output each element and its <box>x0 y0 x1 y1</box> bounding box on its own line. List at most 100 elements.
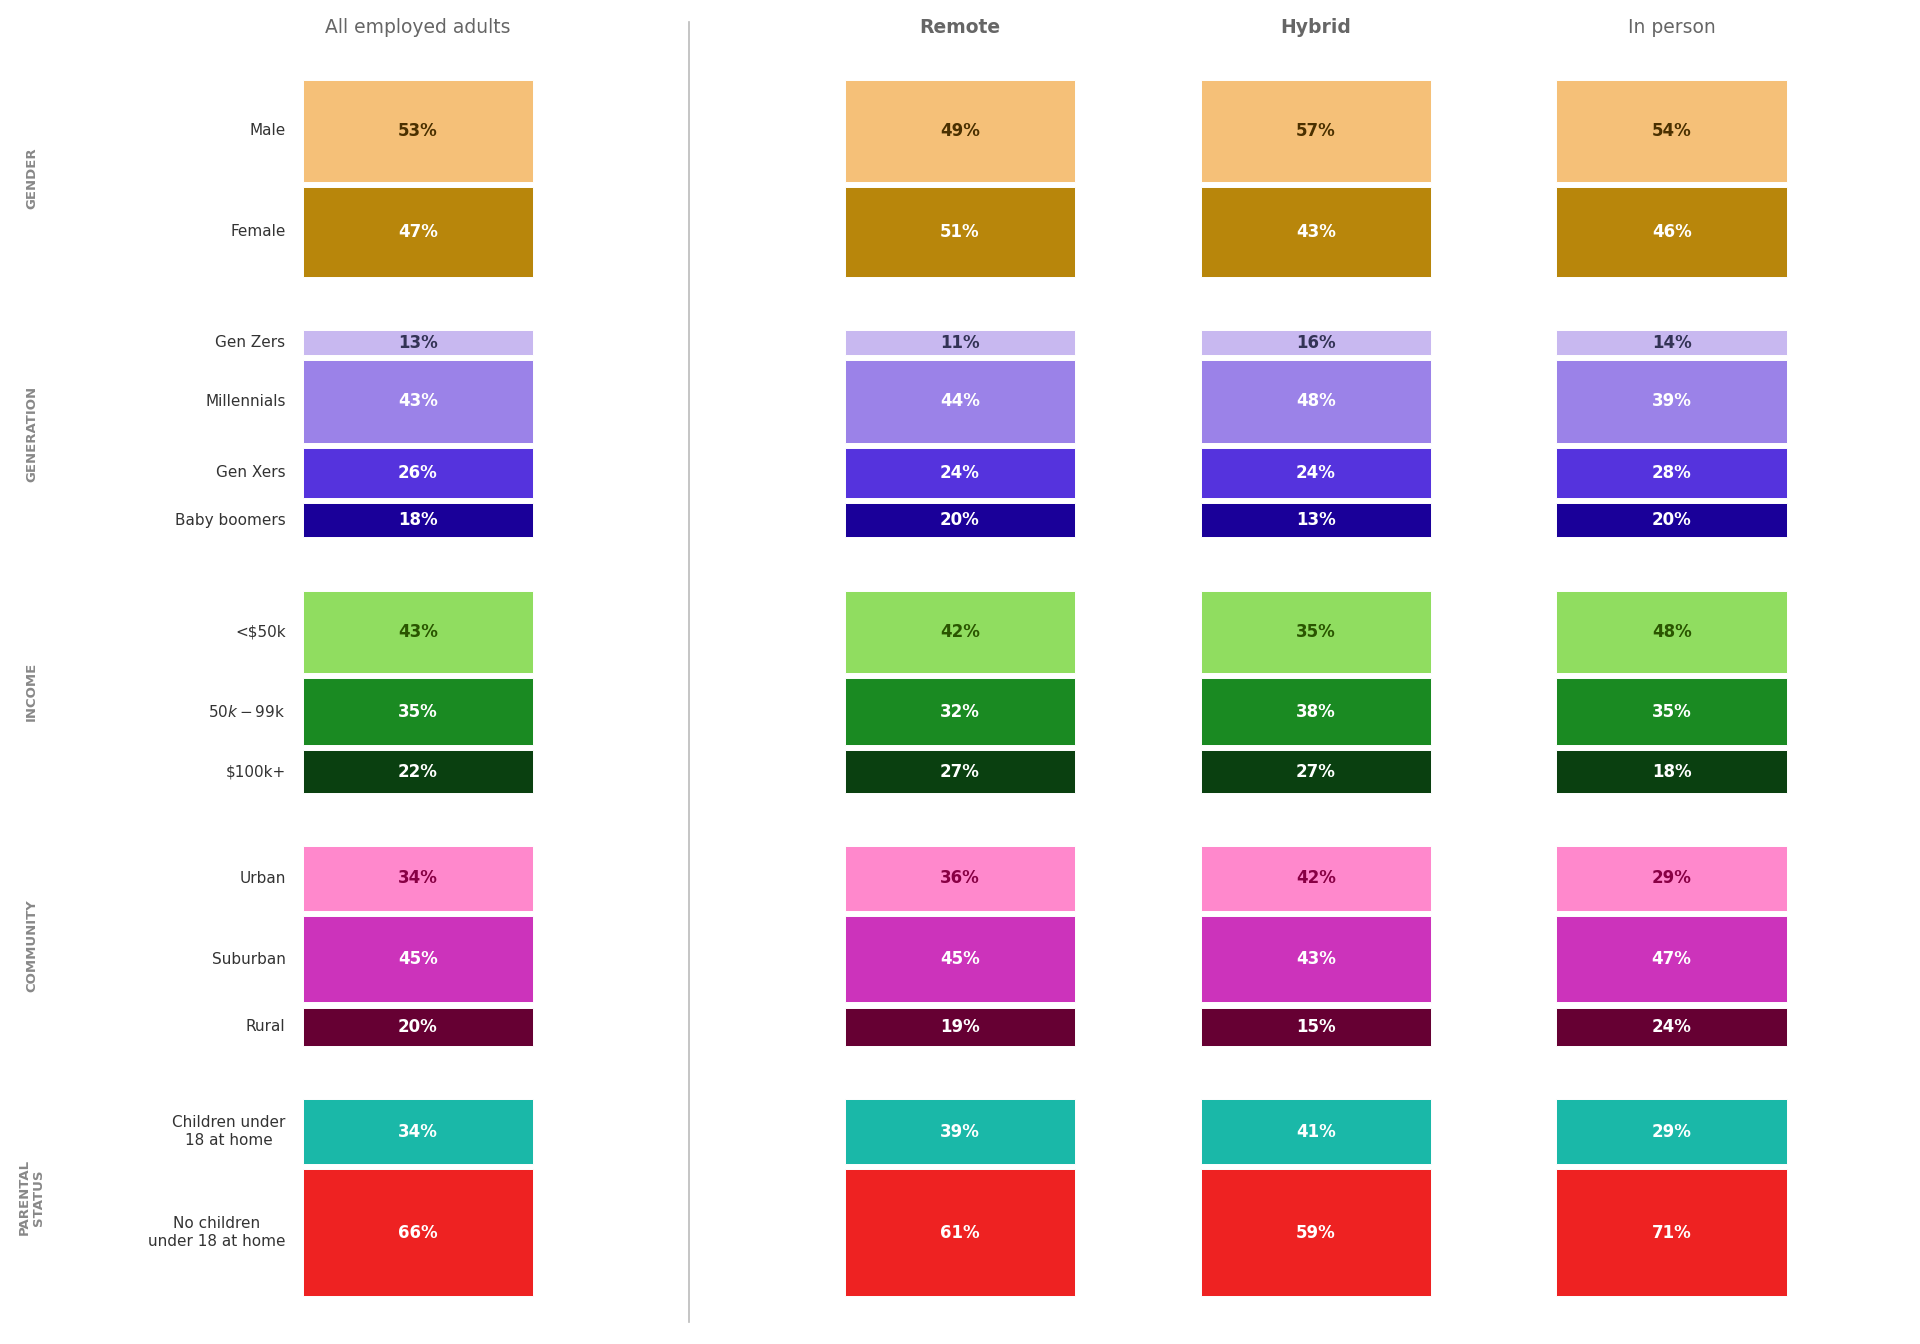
Text: 32%: 32% <box>941 703 979 720</box>
Text: PARENTAL
STATUS: PARENTAL STATUS <box>17 1160 46 1235</box>
Text: Baby boomers: Baby boomers <box>175 512 286 528</box>
Text: 34%: 34% <box>397 870 438 887</box>
Bar <box>303 448 534 497</box>
Text: All employed adults: All employed adults <box>324 17 511 36</box>
Bar <box>1200 448 1430 497</box>
Bar <box>1200 331 1430 355</box>
Text: 51%: 51% <box>941 223 979 241</box>
Text: 16%: 16% <box>1296 333 1336 352</box>
Bar <box>845 590 1075 673</box>
Text: 43%: 43% <box>397 622 438 641</box>
Bar <box>1557 81 1788 181</box>
Text: 47%: 47% <box>397 223 438 241</box>
Text: 35%: 35% <box>1296 622 1336 641</box>
Text: 57%: 57% <box>1296 122 1336 140</box>
Bar <box>1200 1099 1430 1164</box>
Text: GENDER: GENDER <box>25 148 38 210</box>
Text: $50k-$99k: $50k-$99k <box>209 704 286 719</box>
Text: 18%: 18% <box>397 511 438 530</box>
Text: 48%: 48% <box>1296 392 1336 410</box>
Text: Rural: Rural <box>246 1019 286 1034</box>
Text: 39%: 39% <box>1651 392 1692 410</box>
Bar <box>303 917 534 1003</box>
Text: 43%: 43% <box>1296 223 1336 241</box>
Text: 66%: 66% <box>397 1223 438 1242</box>
Text: 15%: 15% <box>1296 1017 1336 1036</box>
Text: Millennials: Millennials <box>205 394 286 409</box>
Text: 43%: 43% <box>1296 950 1336 968</box>
Text: 38%: 38% <box>1296 703 1336 720</box>
Text: 27%: 27% <box>1296 762 1336 781</box>
Text: <$50k: <$50k <box>234 624 286 640</box>
Bar <box>845 331 1075 355</box>
Bar <box>1200 590 1430 673</box>
Bar <box>1200 360 1430 442</box>
Bar <box>1557 845 1788 911</box>
Text: 20%: 20% <box>1651 511 1692 530</box>
Bar <box>1200 917 1430 1003</box>
Text: 35%: 35% <box>397 703 438 720</box>
Text: 39%: 39% <box>941 1122 979 1141</box>
Bar <box>1557 750 1788 793</box>
Bar <box>1557 1008 1788 1046</box>
Text: 71%: 71% <box>1651 1223 1692 1242</box>
Text: Gen Zers: Gen Zers <box>215 335 286 349</box>
Text: 19%: 19% <box>941 1017 979 1036</box>
Bar <box>1200 679 1430 745</box>
Text: 11%: 11% <box>941 333 979 352</box>
Text: 20%: 20% <box>397 1017 438 1036</box>
Text: 42%: 42% <box>1296 870 1336 887</box>
Text: 27%: 27% <box>941 762 979 781</box>
Text: Children under
18 at home: Children under 18 at home <box>173 1116 286 1148</box>
Bar <box>845 917 1075 1003</box>
Bar <box>1557 1169 1788 1296</box>
Text: 13%: 13% <box>397 333 438 352</box>
Text: 20%: 20% <box>941 511 979 530</box>
Bar <box>303 845 534 911</box>
Bar <box>1200 750 1430 793</box>
Bar <box>303 81 534 181</box>
Text: $100k+: $100k+ <box>225 763 286 780</box>
Text: 41%: 41% <box>1296 1122 1336 1141</box>
Text: Gen Xers: Gen Xers <box>215 465 286 480</box>
Text: 45%: 45% <box>941 950 979 968</box>
Text: 24%: 24% <box>1296 464 1336 481</box>
Text: 22%: 22% <box>397 762 438 781</box>
Bar <box>1557 331 1788 355</box>
Text: 45%: 45% <box>397 950 438 968</box>
Bar <box>303 331 534 355</box>
Text: 61%: 61% <box>941 1223 979 1242</box>
Bar <box>1557 590 1788 673</box>
Bar <box>1557 679 1788 745</box>
Bar <box>1200 187 1430 277</box>
Text: 26%: 26% <box>397 464 438 481</box>
Text: Urban: Urban <box>240 871 286 886</box>
Bar <box>845 81 1075 181</box>
Text: GENERATION: GENERATION <box>25 386 38 481</box>
Text: 42%: 42% <box>941 622 979 641</box>
Text: 49%: 49% <box>941 122 979 140</box>
Text: 14%: 14% <box>1651 333 1692 352</box>
Bar <box>1200 503 1430 538</box>
Text: 44%: 44% <box>941 392 979 410</box>
Bar <box>1557 503 1788 538</box>
Bar <box>1557 187 1788 277</box>
Text: 34%: 34% <box>397 1122 438 1141</box>
Bar <box>845 1169 1075 1296</box>
Bar <box>1200 1008 1430 1046</box>
Bar <box>845 750 1075 793</box>
Text: 13%: 13% <box>1296 511 1336 530</box>
Text: 59%: 59% <box>1296 1223 1336 1242</box>
Text: 29%: 29% <box>1651 1122 1692 1141</box>
Bar <box>303 360 534 442</box>
Bar <box>845 679 1075 745</box>
Text: 24%: 24% <box>1651 1017 1692 1036</box>
Text: No children
under 18 at home: No children under 18 at home <box>148 1216 286 1249</box>
Text: 35%: 35% <box>1651 703 1692 720</box>
Text: COMMUNITY: COMMUNITY <box>25 899 38 992</box>
Bar <box>845 1008 1075 1046</box>
Bar <box>303 679 534 745</box>
Text: 28%: 28% <box>1651 464 1692 481</box>
Bar <box>1200 81 1430 181</box>
Bar <box>845 187 1075 277</box>
